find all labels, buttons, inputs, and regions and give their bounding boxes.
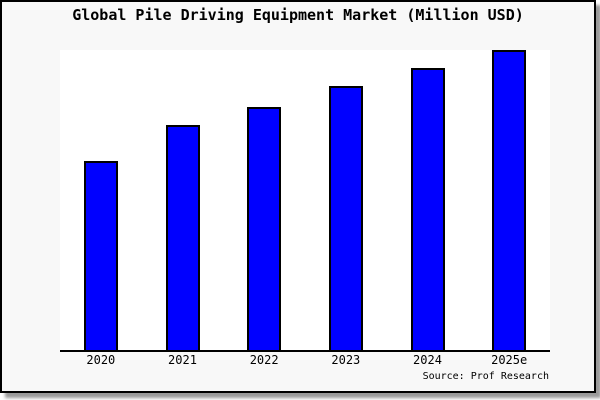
bar-2025e [492, 50, 527, 350]
bar-2021 [165, 125, 200, 350]
source-credit: Source: Prof Research [422, 371, 549, 382]
x-tick-label-2023: 2023 [331, 353, 361, 367]
x-axis-labels: 2020 2021 2022 2023 2024 2025e [60, 353, 550, 369]
x-tick-label-2020: 2020 [86, 353, 116, 367]
bar-2023 [328, 86, 363, 350]
x-tick-label-2024: 2024 [413, 353, 442, 367]
bar-2024 [410, 68, 445, 350]
plot-area [60, 50, 550, 352]
chart-frame: Global Pile Driving Equipment Market (Mi… [0, 0, 596, 393]
bar-2022 [247, 107, 282, 350]
bar-2020 [83, 161, 118, 350]
x-tick-label-2022: 2022 [249, 353, 279, 367]
x-tick-label-2025e: 2025e [491, 353, 528, 367]
x-tick-label-2021: 2021 [168, 353, 197, 367]
chart-title: Global Pile Driving Equipment Market (Mi… [72, 6, 524, 24]
